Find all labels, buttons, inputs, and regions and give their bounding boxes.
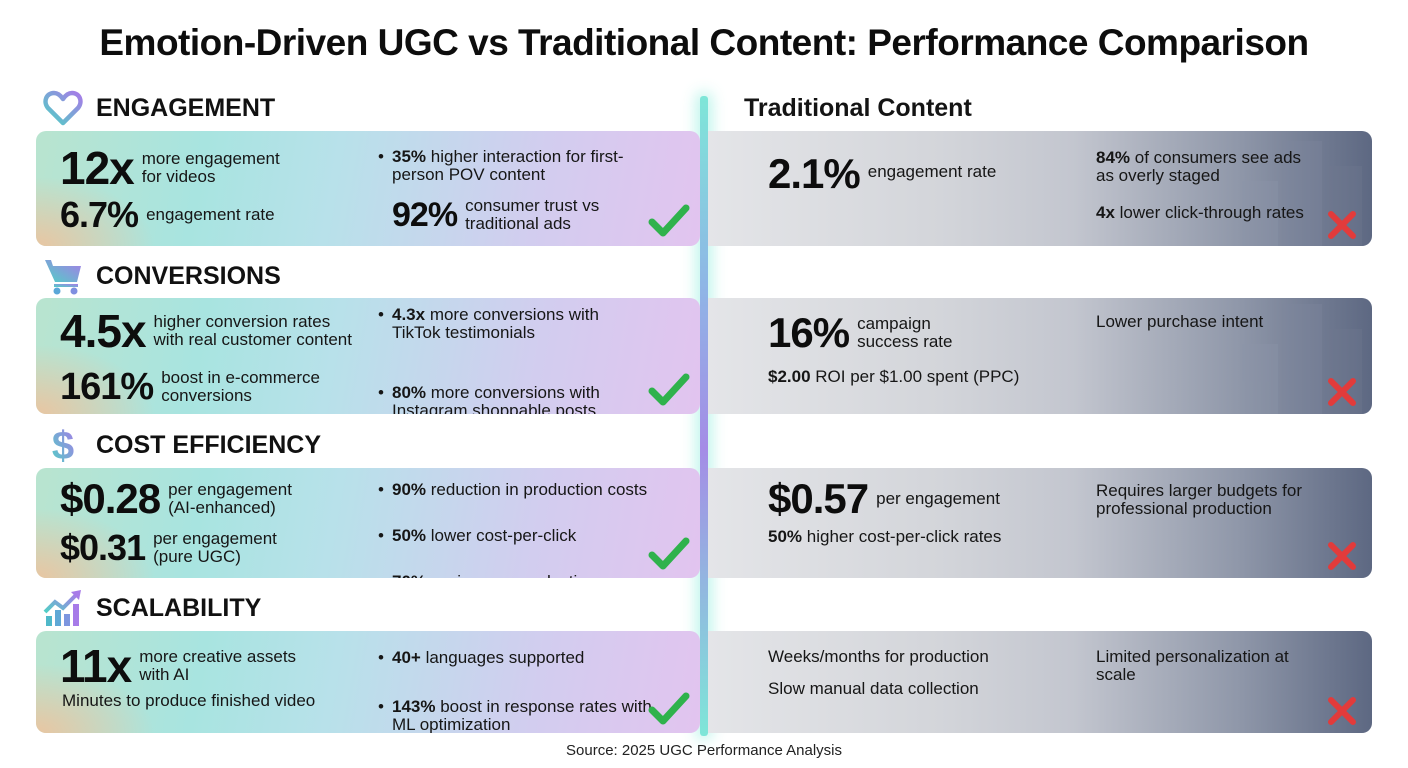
bullet-item: 143% boost in response rates with ML opt…: [378, 698, 652, 734]
stat-value: $0.28: [60, 475, 161, 522]
stat-label: engagement rate: [146, 205, 275, 224]
check-icon: [648, 537, 690, 570]
stat-value: 16%: [768, 309, 850, 356]
stat-label: boost in e-commerce conversions: [161, 368, 320, 405]
bullet-item: 90% reduction in production costs: [378, 481, 692, 500]
cross-icon: [1328, 378, 1356, 406]
bullet-item: 35% higher interaction for first-person …: [378, 148, 632, 184]
section-header-scalability: SCALABILITY: [42, 588, 261, 628]
check-icon: [648, 692, 690, 725]
traditional-panel-engagement: 2.1% engagement rate 84% of consumers se…: [708, 131, 1372, 246]
bullet-item: 50% lower cost-per-click: [378, 527, 692, 546]
check-icon: [648, 204, 690, 237]
growth-chart-icon: [42, 588, 84, 628]
stat-value: 6.7%: [60, 194, 139, 235]
traditional-panel-cost-efficiency: $0.57 per engagement 50% higher cost-per…: [708, 468, 1372, 578]
stat-label: campaign success rate: [857, 314, 953, 351]
cross-icon: [1328, 211, 1356, 239]
stat-label: higher conversion rates with real custom…: [153, 312, 352, 349]
bullet-item: 4.3x more conversions with TikTok testim…: [378, 306, 642, 342]
stat-value: 161%: [60, 366, 154, 408]
section-header-conversions: CONVERSIONS: [42, 256, 281, 296]
stat-value: 2.1%: [768, 150, 861, 197]
traditional-point: Limited personalization at scale: [1096, 647, 1289, 684]
section-header-cost-efficiency: $ COST EFFICIENCY: [42, 425, 321, 465]
ugc-panel-scalability: 11x more creative assets with AI Minutes…: [36, 631, 700, 733]
stat-value: $0.57: [768, 475, 869, 522]
stat-value: 11x: [60, 640, 132, 692]
bullet-item: 80% more conversions with Instagram shop…: [378, 384, 642, 415]
svg-text:$: $: [52, 425, 74, 465]
source-caption: Source: 2025 UGC Performance Analysis: [566, 742, 842, 759]
stat-label: more engagement for videos: [141, 149, 280, 186]
stat-value: $0.31: [60, 527, 146, 568]
traditional-heading: Traditional Content: [744, 94, 972, 122]
section-header-engagement: ENGAGEMENT: [42, 88, 275, 128]
traditional-point: Slow manual data collection: [768, 679, 979, 698]
stat-label: per engagement (pure UGC): [153, 529, 277, 566]
stat-label: more creative assets with AI: [139, 647, 297, 684]
section-title: COST EFFICIENCY: [96, 430, 322, 459]
stat-label: per engagement: [876, 489, 1000, 508]
traditional-point: $2.00 ROI per $1.00 spent (PPC): [768, 367, 1020, 386]
cross-icon: [1328, 542, 1356, 570]
ugc-panel-engagement: 12x more engagement for videos 6.7% enga…: [36, 131, 700, 246]
traditional-panel-conversions: 16% campaign success rate $2.00 ROI per …: [708, 298, 1372, 414]
stat-label: engagement rate: [867, 162, 997, 181]
heart-icon: [42, 88, 84, 128]
bullet-item: 70% savings on production: [378, 573, 692, 579]
ugc-note: Minutes to produce finished video: [62, 691, 316, 710]
stat-value: 92%: [392, 196, 458, 234]
section-title: CONVERSIONS: [96, 261, 281, 290]
stat-label: consumer trust vs traditional ads: [465, 196, 600, 233]
bullet-item: 40+ languages supported: [378, 649, 672, 668]
traditional-point: Lower purchase intent: [1096, 312, 1264, 331]
section-title: SCALABILITY: [96, 593, 262, 622]
cross-icon: [1328, 697, 1356, 725]
dollar-icon: $: [42, 425, 84, 465]
stat-value: 12x: [60, 142, 135, 194]
traditional-panel-scalability: Weeks/months for production Slow manual …: [708, 631, 1372, 733]
check-icon: [648, 373, 690, 406]
page-title: Emotion-Driven UGC vs Traditional Conten…: [99, 22, 1309, 63]
section-title: ENGAGEMENT: [96, 93, 276, 122]
traditional-point: Requires larger budgets for professional…: [1096, 481, 1303, 518]
stat-value: 4.5x: [60, 305, 147, 357]
traditional-point: 84% of consumers see ads as overly stage…: [1096, 148, 1302, 185]
center-divider: [700, 96, 708, 736]
traditional-point: 4x lower click-through rates: [1096, 203, 1304, 222]
ugc-panel-cost-efficiency: $0.28 per engagement (AI-enhanced) $0.31…: [36, 468, 700, 578]
traditional-point: Weeks/months for production: [768, 647, 989, 666]
cart-icon: [42, 256, 84, 296]
ugc-panel-conversions: 4.5x higher conversion rates with real c…: [36, 298, 700, 414]
traditional-point: 50% higher cost-per-click rates: [768, 527, 1002, 546]
stat-label: per engagement (AI-enhanced): [168, 480, 292, 517]
